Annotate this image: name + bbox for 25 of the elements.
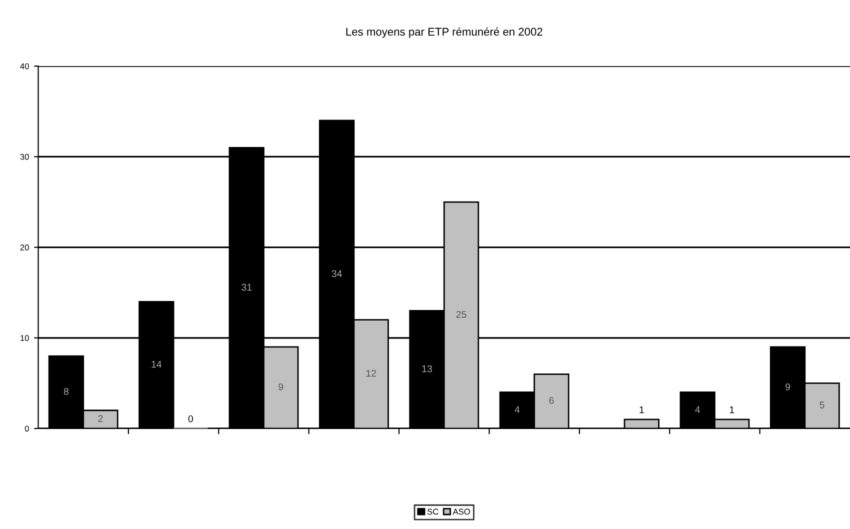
data-label: 8 [64, 388, 68, 395]
data-label: 2 [98, 415, 103, 422]
data-label: 12 [366, 370, 376, 377]
data-label: 0 [188, 415, 193, 422]
data-label: 25 [456, 310, 466, 318]
y-tick-label: 20 [20, 244, 29, 250]
data-label: 34 [332, 270, 342, 278]
y-tick-label: 0 [24, 426, 29, 432]
data-label: 9 [278, 383, 284, 390]
y-tick-label: 40 [20, 63, 29, 70]
legend-label: ASO [452, 508, 470, 515]
data-label: 9 [786, 383, 790, 390]
data-label: 31 [242, 284, 252, 291]
y-tick-label: 30 [20, 154, 29, 160]
data-label: 1 [640, 406, 644, 414]
y-tick-label: 10 [20, 335, 29, 341]
data-label: 4 [514, 406, 520, 413]
data-label: 6 [549, 397, 554, 404]
chart-title: Les moyens par ETP rémunéré en 2002 [346, 27, 542, 38]
data-label: 5 [820, 402, 824, 408]
data-label: 14 [152, 360, 162, 368]
data-label: 1 [730, 406, 734, 414]
legend-label: SC [427, 508, 438, 515]
data-label: 13 [422, 365, 432, 372]
data-label: 4 [695, 406, 700, 413]
